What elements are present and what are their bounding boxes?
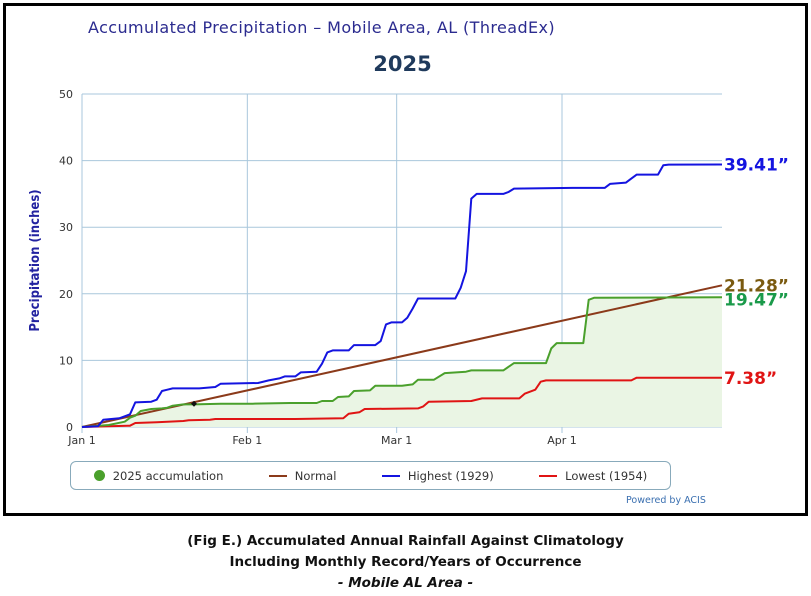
- chart-frame: [3, 3, 808, 516]
- legend-item-highest[interactable]: Highest (1929): [381, 468, 494, 483]
- figure-caption-line-2: Including Monthly Record/Years of Occurr…: [229, 554, 582, 570]
- chart-title: Accumulated Precipitation – Mobile Area,…: [88, 18, 556, 37]
- y-tick-label: 0: [66, 421, 73, 434]
- x-tick-label: Feb 1: [232, 434, 262, 447]
- legend-swatch-accumulation: [93, 470, 105, 481]
- legend-swatch-normal: [268, 474, 287, 477]
- legend-label-accumulation: 2025 accumulation: [112, 468, 224, 483]
- y-tick-label: 10: [59, 354, 73, 367]
- end-value-label-highest: 39.41”: [724, 156, 789, 176]
- legend-label-lowest: Lowest (1954): [565, 468, 648, 483]
- legend-item-lowest[interactable]: Lowest (1954): [539, 469, 647, 483]
- series-line-normal: [81, 284, 723, 428]
- x-tick-label: Mar 1: [381, 434, 412, 447]
- y-tick-label: 20: [59, 288, 73, 301]
- y-axis-title: Precipitation (inches): [28, 189, 43, 331]
- accumulation-area-fill: [82, 297, 722, 427]
- y-tick-label: 50: [59, 88, 73, 101]
- chart-legend: 2025 accumulation Normal Highest (1929) …: [70, 461, 671, 490]
- legend-item-accumulation[interactable]: 2025 accumulation: [93, 468, 224, 483]
- y-tick-label: 30: [59, 221, 73, 234]
- legend-label-normal: Normal: [294, 468, 337, 483]
- legend-item-normal[interactable]: Normal: [268, 468, 337, 483]
- powered-by-credit[interactable]: Powered by ACIS: [626, 495, 706, 506]
- x-tick-label: Jan 1: [67, 434, 95, 447]
- series-line-lowest: [81, 376, 723, 428]
- series-line-accum: [81, 296, 723, 428]
- chart-subtitle-year: 2025: [373, 52, 432, 76]
- legend-swatch-highest: [381, 474, 400, 477]
- end-value-label-lowest: 7.38”: [724, 369, 777, 389]
- end-value-label-normal: 21.28”: [724, 276, 789, 296]
- figure-caption-line-3: - Mobile AL Area -: [337, 575, 474, 591]
- y-tick-label: 40: [59, 155, 73, 168]
- accumulation-marker: [191, 400, 197, 407]
- x-tick-label: Apr 1: [547, 434, 577, 447]
- legend-swatch-lowest: [539, 474, 558, 477]
- figure-caption-line-1: (Fig E.) Accumulated Annual Rainfall Aga…: [187, 533, 624, 549]
- series-line-highest: [81, 163, 723, 428]
- legend-label-highest: Highest (1929): [407, 468, 494, 483]
- end-value-label-accum: 19.47”: [724, 290, 789, 310]
